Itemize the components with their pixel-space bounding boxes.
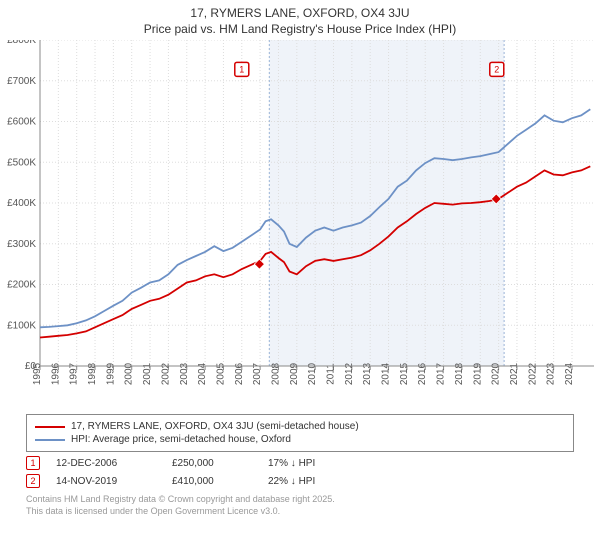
footer-attribution: Contains HM Land Registry data © Crown c…: [26, 494, 574, 517]
legend-swatch: [35, 426, 65, 428]
legend-row: 17, RYMERS LANE, OXFORD, OX4 3JU (semi-d…: [35, 421, 565, 432]
annotation-price: £410,000: [172, 476, 252, 487]
annotation-row: 2 14-NOV-2019 £410,000 22% ↓ HPI: [26, 474, 574, 488]
annotation-rows: 1 12-DEC-2006 £250,000 17% ↓ HPI 2 14-NOV-201…: [26, 456, 574, 488]
annotation-marker: 1: [26, 456, 40, 470]
title-area: 17, RYMERS LANE, OXFORD, OX4 3JU Price p…: [4, 6, 596, 36]
chart-title: 17, RYMERS LANE, OXFORD, OX4 3JU: [4, 6, 596, 20]
marker-label-2: 2: [494, 65, 499, 75]
footer-line: Contains HM Land Registry data © Crown c…: [26, 494, 574, 506]
annotation-price: £250,000: [172, 458, 252, 469]
legend-swatch: [35, 439, 65, 441]
chart-subtitle: Price paid vs. HM Land Registry's House …: [4, 22, 596, 36]
y-axis-label: £200K: [7, 280, 36, 291]
y-axis-label: £700K: [7, 76, 36, 87]
annotation-delta: 22% ↓ HPI: [268, 476, 315, 487]
plot-svg: £0£100K£200K£300K£400K£500K£600K£700K£80…: [4, 40, 598, 410]
legend-row: HPI: Average price, semi-detached house,…: [35, 434, 565, 445]
annotation-date: 14-NOV-2019: [56, 476, 156, 487]
annotation-delta: 17% ↓ HPI: [268, 458, 315, 469]
annotation-row: 1 12-DEC-2006 £250,000 17% ↓ HPI: [26, 456, 574, 470]
marker-label-1: 1: [239, 65, 244, 75]
legend-label: 17, RYMERS LANE, OXFORD, OX4 3JU (semi-d…: [71, 421, 359, 432]
y-axis-label: £300K: [7, 239, 36, 250]
y-axis-label: £600K: [7, 117, 36, 128]
y-axis-label: £500K: [7, 157, 36, 168]
series-marker-1: [254, 259, 264, 269]
footer-line: This data is licensed under the Open Gov…: [26, 506, 574, 518]
legend-label: HPI: Average price, semi-detached house,…: [71, 434, 291, 445]
legend-box: 17, RYMERS LANE, OXFORD, OX4 3JU (semi-d…: [26, 414, 574, 452]
annotation-marker: 2: [26, 474, 40, 488]
chart-container: 17, RYMERS LANE, OXFORD, OX4 3JU Price p…: [0, 0, 600, 560]
y-axis-label: £400K: [7, 198, 36, 209]
annotation-date: 12-DEC-2006: [56, 458, 156, 469]
y-axis-label: £100K: [7, 320, 36, 331]
y-axis-label: £800K: [7, 40, 36, 46]
plot-area: £0£100K£200K£300K£400K£500K£600K£700K£80…: [4, 40, 592, 410]
